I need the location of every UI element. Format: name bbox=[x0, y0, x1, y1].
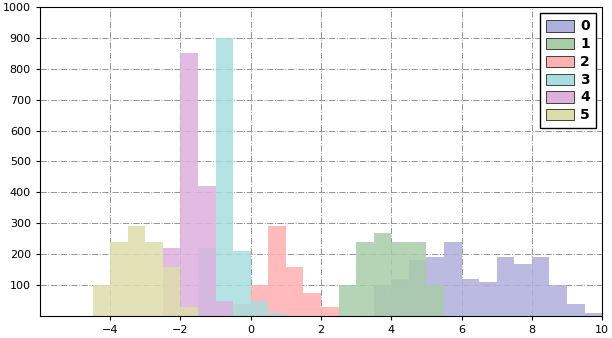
Bar bbox=[427, 285, 444, 316]
Bar bbox=[92, 285, 110, 316]
Bar bbox=[409, 261, 427, 316]
Bar bbox=[268, 226, 286, 316]
Bar bbox=[338, 285, 356, 316]
Legend: 0, 1, 2, 3, 4, 5: 0, 1, 2, 3, 4, 5 bbox=[540, 13, 596, 128]
Bar bbox=[163, 267, 181, 316]
Bar bbox=[514, 264, 532, 316]
Bar bbox=[409, 242, 427, 316]
Bar bbox=[233, 251, 251, 316]
Bar bbox=[427, 258, 444, 316]
Bar bbox=[584, 313, 602, 316]
Bar bbox=[251, 301, 268, 316]
Bar bbox=[215, 38, 233, 316]
Bar bbox=[497, 258, 514, 316]
Bar bbox=[215, 301, 233, 316]
Bar bbox=[233, 304, 251, 316]
Bar bbox=[304, 293, 321, 316]
Bar bbox=[479, 282, 497, 316]
Bar bbox=[356, 242, 374, 316]
Bar bbox=[374, 233, 391, 316]
Bar bbox=[321, 307, 338, 316]
Bar bbox=[110, 242, 128, 316]
Bar bbox=[251, 285, 268, 316]
Bar bbox=[268, 313, 286, 316]
Bar bbox=[391, 242, 409, 316]
Bar bbox=[374, 285, 391, 316]
Bar bbox=[461, 279, 479, 316]
Bar bbox=[286, 267, 304, 316]
Bar bbox=[181, 53, 198, 316]
Bar bbox=[128, 226, 145, 316]
Bar bbox=[198, 186, 215, 316]
Bar bbox=[444, 242, 461, 316]
Bar bbox=[391, 279, 409, 316]
Bar bbox=[198, 248, 215, 316]
Bar bbox=[567, 304, 584, 316]
Bar bbox=[181, 307, 198, 316]
Bar bbox=[145, 242, 163, 316]
Bar bbox=[532, 258, 550, 316]
Bar bbox=[550, 285, 567, 316]
Bar bbox=[163, 248, 181, 316]
